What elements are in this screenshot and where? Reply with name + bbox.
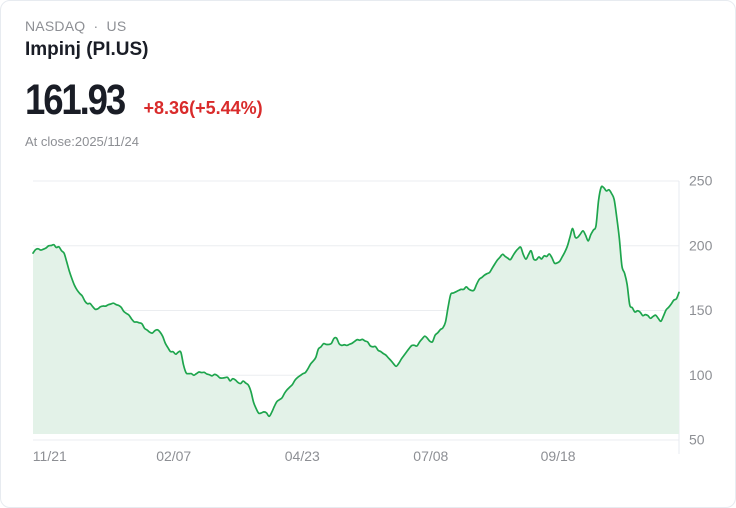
svg-text:02/07: 02/07 (156, 448, 191, 464)
svg-text:04/23: 04/23 (285, 448, 320, 464)
svg-text:09/18: 09/18 (541, 448, 576, 464)
svg-text:11/21: 11/21 (33, 448, 67, 464)
svg-text:200: 200 (689, 237, 713, 253)
svg-text:150: 150 (689, 302, 713, 318)
svg-text:50: 50 (689, 432, 705, 448)
svg-text:250: 250 (689, 173, 713, 189)
svg-text:100: 100 (689, 367, 713, 383)
svg-text:07/08: 07/08 (413, 448, 448, 464)
